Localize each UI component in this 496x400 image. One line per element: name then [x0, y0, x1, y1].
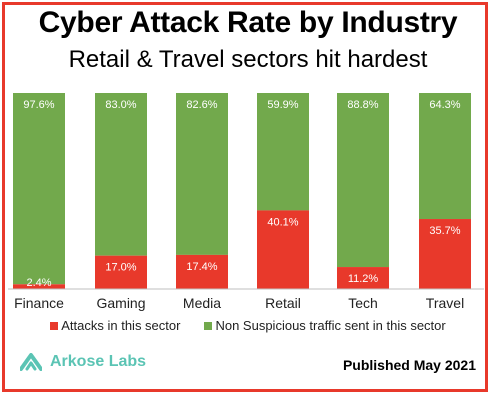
- bar-attacks-tech: [337, 267, 389, 289]
- data-label-non-suspicious-media: 82.6%: [186, 99, 217, 111]
- legend-item-non-suspicious: Non Suspicious traffic sent in this sect…: [204, 318, 446, 333]
- bar-non-suspicious-travel: [419, 93, 471, 220]
- bar-non-suspicious-finance: [13, 93, 65, 285]
- data-label-non-suspicious-retail: 59.9%: [267, 99, 298, 111]
- chart-frame: [2, 2, 488, 392]
- bar-attacks-retail: [257, 210, 309, 289]
- data-label-attacks-travel: 35.7%: [429, 225, 460, 237]
- bar-attacks-travel: [419, 219, 471, 289]
- bar-attacks-finance: [13, 284, 65, 289]
- data-label-non-suspicious-tech: 88.8%: [347, 99, 378, 111]
- legend-swatch-non-suspicious: [204, 321, 213, 330]
- x-tick-label-finance: Finance: [14, 295, 64, 311]
- data-label-non-suspicious-finance: 97.6%: [23, 99, 54, 111]
- bar-non-suspicious-gaming: [95, 93, 147, 256]
- data-label-non-suspicious-gaming: 83.0%: [105, 99, 136, 111]
- chart-title: Cyber Attack Rate by Industry: [38, 6, 458, 39]
- legend-label-non-suspicious: Non Suspicious traffic sent in this sect…: [215, 318, 446, 333]
- data-label-attacks-retail: 40.1%: [267, 216, 298, 228]
- x-tick-label-travel: Travel: [426, 295, 464, 311]
- x-tick-label-retail: Retail: [265, 295, 301, 311]
- chart-subtitle: Retail & Travel sectors hit hardest: [68, 46, 428, 73]
- data-label-attacks-media: 17.4%: [186, 261, 217, 273]
- data-label-attacks-gaming: 17.0%: [105, 262, 136, 274]
- bar-attacks-media: [176, 254, 228, 289]
- data-label-non-suspicious-travel: 64.3%: [429, 99, 460, 111]
- x-tick-label-media: Media: [183, 295, 221, 311]
- data-label-attacks-tech: 11.2%: [348, 273, 379, 285]
- bar-non-suspicious-tech: [337, 93, 389, 268]
- x-tick-label-tech: Tech: [348, 295, 378, 311]
- arkose-logo-icon: [20, 353, 42, 371]
- legend-swatch-attacks: [50, 321, 59, 330]
- chart-legend: Attacks in this sector Non Suspicious tr…: [0, 318, 496, 333]
- arkose-labs-logo: Arkose Labs: [20, 353, 146, 371]
- bar-non-suspicious-retail: [257, 93, 309, 211]
- legend-label-attacks: Attacks in this sector: [61, 318, 181, 333]
- published-date: Published May 2021: [342, 357, 476, 373]
- bar-attacks-gaming: [95, 255, 147, 289]
- data-label-attacks-finance: 2.4%: [26, 277, 51, 289]
- bar-non-suspicious-media: [176, 93, 228, 255]
- legend-item-attacks: Attacks in this sector: [50, 318, 180, 333]
- logo-text: Arkose Labs: [50, 353, 147, 370]
- x-tick-label-gaming: Gaming: [96, 295, 145, 311]
